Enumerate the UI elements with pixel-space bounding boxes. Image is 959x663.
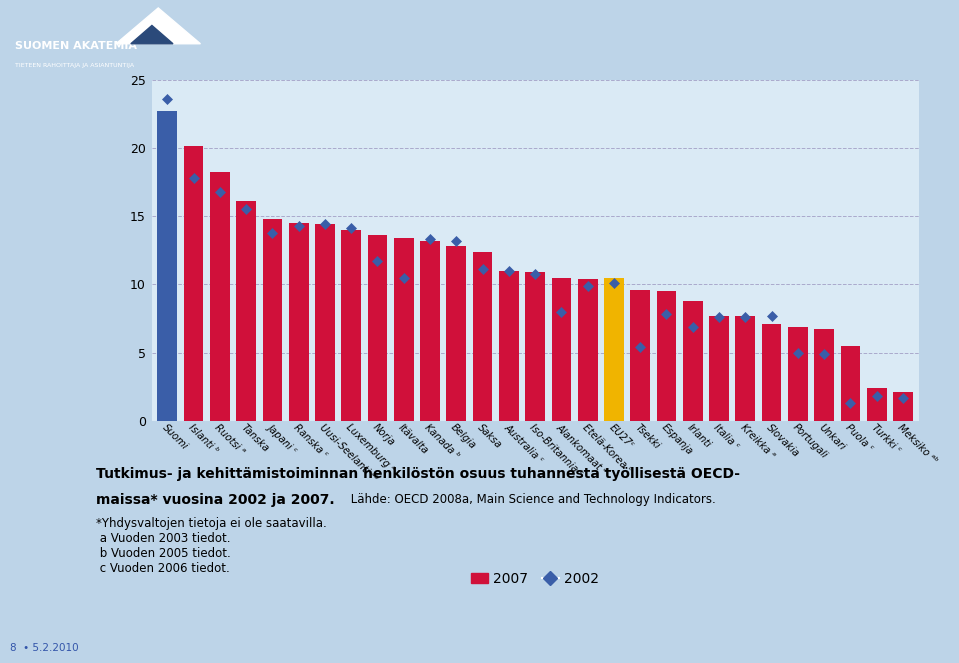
Bar bbox=[394, 238, 413, 421]
Text: c Vuoden 2006 tiedot.: c Vuoden 2006 tiedot. bbox=[96, 562, 229, 575]
Bar bbox=[210, 172, 230, 421]
Text: a Vuoden 2003 tiedot.: a Vuoden 2003 tiedot. bbox=[96, 532, 230, 546]
Bar bbox=[367, 235, 387, 421]
Bar bbox=[867, 389, 886, 421]
Bar bbox=[551, 278, 572, 421]
Bar bbox=[157, 111, 177, 421]
Text: SUOMEN AKATEMIA: SUOMEN AKATEMIA bbox=[14, 41, 137, 51]
Bar bbox=[761, 324, 782, 421]
Legend: 2007, 2002: 2007, 2002 bbox=[465, 566, 605, 591]
Bar bbox=[499, 271, 519, 421]
Bar bbox=[657, 291, 676, 421]
Text: b Vuoden 2005 tiedot.: b Vuoden 2005 tiedot. bbox=[96, 547, 231, 560]
Bar bbox=[683, 301, 703, 421]
Bar bbox=[236, 201, 256, 421]
Bar bbox=[710, 316, 729, 421]
Polygon shape bbox=[130, 25, 173, 44]
Bar bbox=[447, 246, 466, 421]
Bar bbox=[840, 346, 860, 421]
Bar bbox=[289, 223, 309, 421]
Bar bbox=[814, 330, 834, 421]
Polygon shape bbox=[116, 8, 200, 44]
Bar bbox=[341, 230, 361, 421]
Bar bbox=[420, 241, 440, 421]
Bar bbox=[736, 316, 755, 421]
Text: *Yhdysvaltojen tietoja ei ole saatavilla.: *Yhdysvaltojen tietoja ei ole saatavilla… bbox=[96, 517, 327, 530]
Bar bbox=[526, 272, 545, 421]
Bar bbox=[788, 327, 807, 421]
Text: Tutkimus- ja kehittämistoiminnan henkilöstön osuus tuhannesta työllisestä OECD-: Tutkimus- ja kehittämistoiminnan henkilö… bbox=[96, 467, 740, 481]
Text: TIETEEN RAHOITTAJA JA ASIANTUNTIJA: TIETEEN RAHOITTAJA JA ASIANTUNTIJA bbox=[14, 63, 134, 68]
Bar bbox=[604, 278, 623, 421]
Text: maissa* vuosina 2002 ja 2007.: maissa* vuosina 2002 ja 2007. bbox=[96, 493, 335, 507]
Bar bbox=[578, 279, 597, 421]
Bar bbox=[630, 290, 650, 421]
Bar bbox=[316, 224, 335, 421]
Text: 8  • 5.2.2010: 8 • 5.2.2010 bbox=[10, 643, 79, 653]
Bar bbox=[893, 392, 913, 421]
Bar bbox=[263, 219, 282, 421]
Bar bbox=[473, 252, 492, 421]
Bar bbox=[184, 147, 203, 421]
Text: Lähde: OECD 2008a, Main Science and Technology Indicators.: Lähde: OECD 2008a, Main Science and Tech… bbox=[347, 493, 716, 506]
